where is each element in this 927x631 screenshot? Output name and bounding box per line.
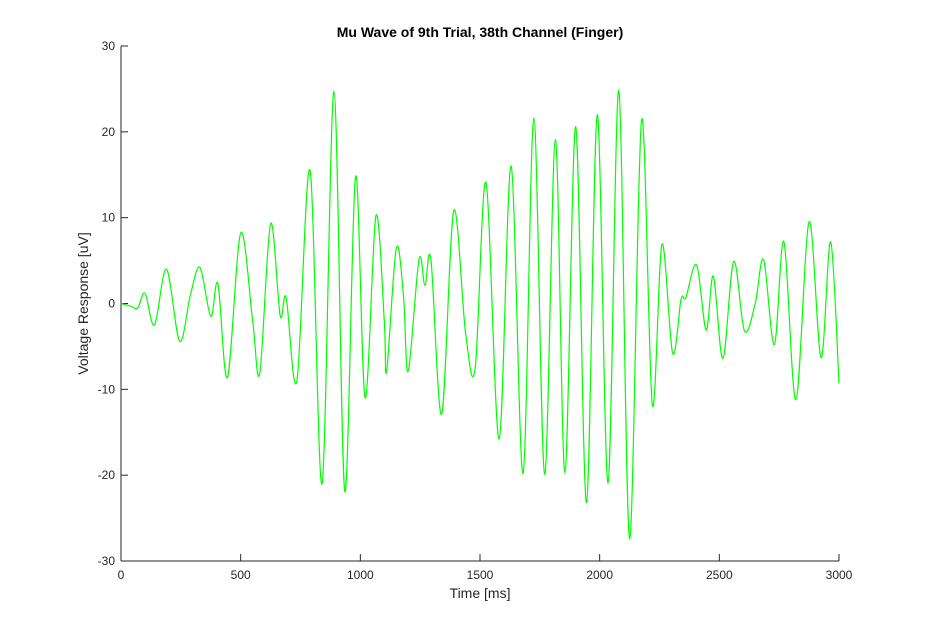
x-tick-label: 3000 (826, 568, 853, 582)
y-tick-label: -10 (98, 382, 116, 396)
y-tick-label: 0 (108, 297, 115, 311)
y-tick-label: -20 (98, 468, 116, 482)
chart-title: Mu Wave of 9th Trial, 38th Channel (Fing… (337, 24, 624, 40)
x-tick-label: 2000 (586, 568, 613, 582)
x-axis-label: Time [ms] (450, 585, 511, 601)
x-tick-label: 2500 (706, 568, 733, 582)
x-tick-label: 500 (231, 568, 251, 582)
x-tick-label: 1500 (467, 568, 494, 582)
y-tick-label: 10 (102, 211, 116, 225)
x-ticks: 0 500 1000 1500 2000 2500 3000 (118, 554, 853, 582)
y-tick-label: 30 (102, 39, 116, 53)
axes: 0 500 1000 1500 2000 2500 3000 -30 -20 -10 0 10 20 3… (98, 39, 853, 582)
x-tick-label: 1000 (347, 568, 374, 582)
plot-area (121, 46, 839, 561)
signal-line (120, 90, 840, 540)
y-tick-label: 20 (102, 125, 116, 139)
y-ticks: -30 -20 -10 0 10 20 30 (98, 39, 128, 568)
x-tick-label: 0 (118, 568, 125, 582)
plot-frame (121, 46, 839, 561)
y-tick-label: -30 (98, 554, 116, 568)
y-axis-label: Voltage Response [uV] (75, 232, 91, 374)
